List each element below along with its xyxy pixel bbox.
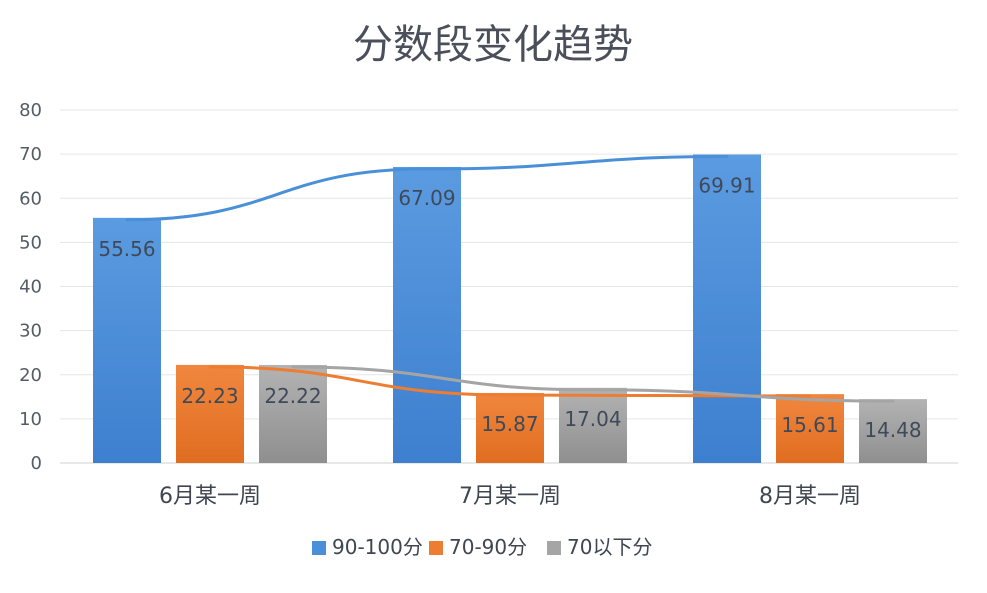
bar-2-0 xyxy=(259,364,327,463)
bar-2-1 xyxy=(559,387,627,463)
bar-1-0 xyxy=(176,364,244,463)
legend: 90-100分 70-90分 70以下分 xyxy=(312,535,652,559)
trendline-2 xyxy=(291,365,895,403)
bar-2-2 xyxy=(859,399,927,463)
data-label: 55.56 xyxy=(98,237,155,261)
y-tick-label: 80 xyxy=(19,100,42,121)
trendline-1 xyxy=(208,365,812,398)
data-labels: 55.56 67.09 69.91 22.23 15.87 15.61 22.22 17.04… xyxy=(98,174,921,443)
legend-swatch xyxy=(312,541,326,555)
bar-0-0 xyxy=(93,217,161,463)
y-tick-label: 10 xyxy=(19,409,42,430)
x-axis-categories: 6月某一周 7月某一周 8月某一周 xyxy=(159,484,861,509)
bar-1-2 xyxy=(776,394,844,463)
y-axis-ticks: 0 10 20 30 40 50 60 70 80 xyxy=(19,100,42,474)
data-label: 15.87 xyxy=(481,412,538,436)
legend-label: 70以下分 xyxy=(567,535,652,559)
chart-title: 分数段变化趋势 xyxy=(353,22,633,68)
bar-1-1 xyxy=(476,392,544,463)
trendline-0 xyxy=(125,155,729,222)
data-label: 69.91 xyxy=(698,174,755,198)
y-tick-label: 60 xyxy=(19,188,42,209)
y-tick-label: 50 xyxy=(19,232,42,253)
data-label: 22.22 xyxy=(264,384,321,408)
legend-label: 90-100分 xyxy=(332,535,423,559)
legend-swatch xyxy=(429,541,443,555)
y-tick-label: 20 xyxy=(19,365,42,386)
data-label: 67.09 xyxy=(398,186,455,210)
category-label: 8月某一周 xyxy=(759,484,861,509)
legend-label: 70-90分 xyxy=(449,535,527,559)
legend-swatch xyxy=(547,541,561,555)
trendlines xyxy=(125,155,895,403)
bar-0-1 xyxy=(393,166,461,463)
category-label: 7月某一周 xyxy=(459,484,561,509)
data-label: 14.48 xyxy=(864,418,921,442)
data-label: 17.04 xyxy=(564,407,621,431)
y-tick-label: 70 xyxy=(19,144,42,165)
bar-0-2 xyxy=(693,154,761,463)
bars xyxy=(93,154,927,463)
y-tick-label: 40 xyxy=(19,277,42,298)
data-label: 15.61 xyxy=(781,413,838,437)
y-tick-label: 30 xyxy=(19,321,42,342)
data-label: 22.23 xyxy=(181,384,238,408)
category-label: 6月某一周 xyxy=(159,484,261,509)
y-tick-label: 0 xyxy=(31,453,42,474)
